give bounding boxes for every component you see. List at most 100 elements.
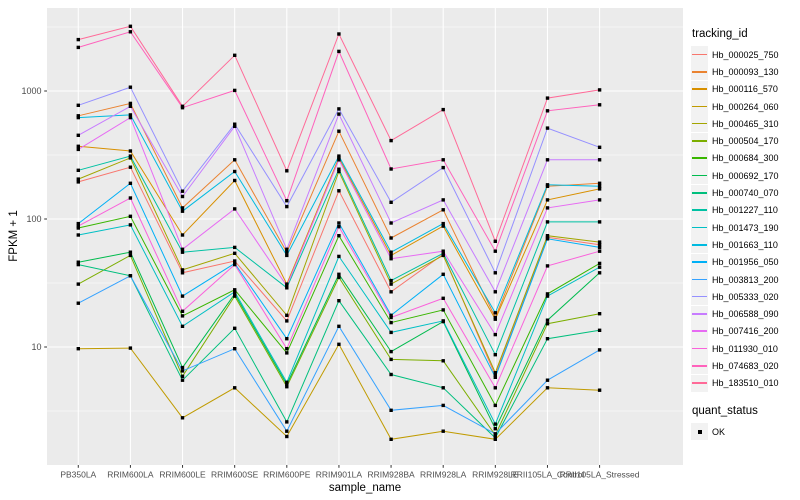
data-point — [128, 274, 133, 278]
data-point — [441, 249, 445, 253]
legend-item: Hb_003813_200 — [691, 271, 800, 288]
legend-item-label: Hb_007416_200 — [712, 326, 779, 337]
data-point — [337, 272, 341, 276]
data-point — [285, 347, 289, 351]
data-point — [545, 264, 550, 268]
legend-item: Hb_000264_060 — [691, 98, 800, 116]
data-point — [76, 147, 80, 152]
data-point — [337, 154, 341, 158]
data-point — [285, 286, 289, 290]
legend-item: Hb_000684_300 — [691, 149, 800, 167]
data-point — [441, 308, 445, 312]
data-point — [76, 103, 80, 107]
data-point — [128, 223, 133, 227]
legend-item: Hb_001227_110 — [691, 201, 800, 219]
x-tick-label: RRII105LA_Control — [511, 470, 585, 480]
legend-item-label: Hb_000264_060 — [712, 101, 779, 112]
legend-key-line-icon — [691, 98, 708, 116]
data-point — [389, 278, 393, 283]
data-point — [441, 221, 445, 226]
data-point — [285, 253, 289, 258]
legend-item: Hb_006588_090 — [691, 305, 800, 323]
data-point — [337, 107, 341, 111]
legend-item: Hb_183510_010 — [691, 374, 800, 392]
x-tick-label: PB350LA — [60, 470, 96, 480]
data-point — [597, 271, 602, 275]
legend-key-line-icon — [691, 63, 708, 81]
legend-title-quant-status: quant_status — [692, 404, 758, 417]
legend-item-label: Hb_000025_750 — [712, 49, 779, 60]
data-point — [233, 169, 237, 174]
data-point — [337, 342, 341, 346]
data-point — [233, 53, 237, 57]
data-point — [128, 156, 133, 160]
data-point — [128, 101, 133, 106]
legend-item: Hb_011930_010 — [691, 340, 800, 358]
data-point — [233, 294, 237, 298]
data-point — [493, 353, 497, 357]
legend-item-label: Hb_005333_020 — [712, 291, 779, 302]
data-point — [128, 149, 133, 153]
data-point — [597, 187, 602, 191]
legend-key-line-icon — [691, 322, 708, 340]
y-axis-title: FPKM + 1 — [8, 210, 20, 262]
data-point — [76, 37, 80, 42]
data-point — [493, 373, 497, 378]
data-point — [128, 104, 133, 108]
data-point — [545, 337, 550, 341]
data-point — [441, 403, 445, 408]
data-point — [337, 167, 341, 171]
data-point — [597, 240, 602, 244]
data-point — [597, 220, 602, 224]
data-point — [76, 233, 80, 237]
data-point — [285, 434, 289, 439]
legend-item-label: OK — [712, 426, 726, 437]
data-point — [180, 416, 185, 420]
data-point — [180, 247, 185, 251]
data-point — [76, 301, 80, 305]
data-point — [337, 158, 341, 162]
data-point — [441, 296, 445, 300]
legend-item-label: Hb_006588_090 — [712, 309, 779, 320]
data-point — [337, 299, 341, 303]
legend-item-label: Hb_000684_300 — [712, 153, 779, 164]
data-point — [285, 199, 289, 203]
data-point — [441, 253, 445, 258]
data-point — [597, 243, 602, 247]
legend-key-line-icon — [691, 357, 708, 375]
legend-key-line-icon — [691, 201, 708, 219]
legend-item-label: Hb_000116_570 — [712, 84, 778, 95]
data-point — [545, 206, 550, 210]
data-point — [285, 382, 289, 387]
data-point — [180, 369, 185, 373]
data-point — [233, 290, 237, 294]
data-point — [493, 271, 497, 275]
data-point — [597, 312, 602, 316]
data-point — [441, 224, 445, 228]
data-point — [76, 221, 80, 226]
legend-key-line-icon — [691, 305, 708, 323]
data-point — [493, 403, 497, 408]
data-point — [597, 265, 602, 269]
data-point — [180, 233, 185, 237]
data-point — [128, 250, 133, 254]
y-tick-labels: 10 100 1000 — [21, 86, 41, 352]
data-point — [76, 282, 80, 286]
legend-item-label: Hb_003813_200 — [712, 274, 779, 285]
data-point — [597, 145, 602, 149]
data-point — [441, 386, 445, 390]
legend-key-line-icon — [691, 288, 708, 306]
data-point — [180, 206, 185, 210]
data-point — [233, 288, 237, 292]
data-point — [597, 198, 602, 202]
data-point — [180, 324, 185, 328]
legend: tracking_id Hb_000025_750 Hb_000093_130 Hb… — [691, 0, 800, 441]
plot-panel — [47, 8, 683, 465]
data-point — [128, 115, 133, 120]
data-point — [128, 346, 133, 350]
legend-item: Hb_000025_750 — [691, 46, 800, 64]
data-point — [180, 189, 185, 193]
legend-key-line-icon — [691, 253, 708, 271]
data-point — [493, 332, 497, 337]
data-point — [389, 372, 393, 377]
